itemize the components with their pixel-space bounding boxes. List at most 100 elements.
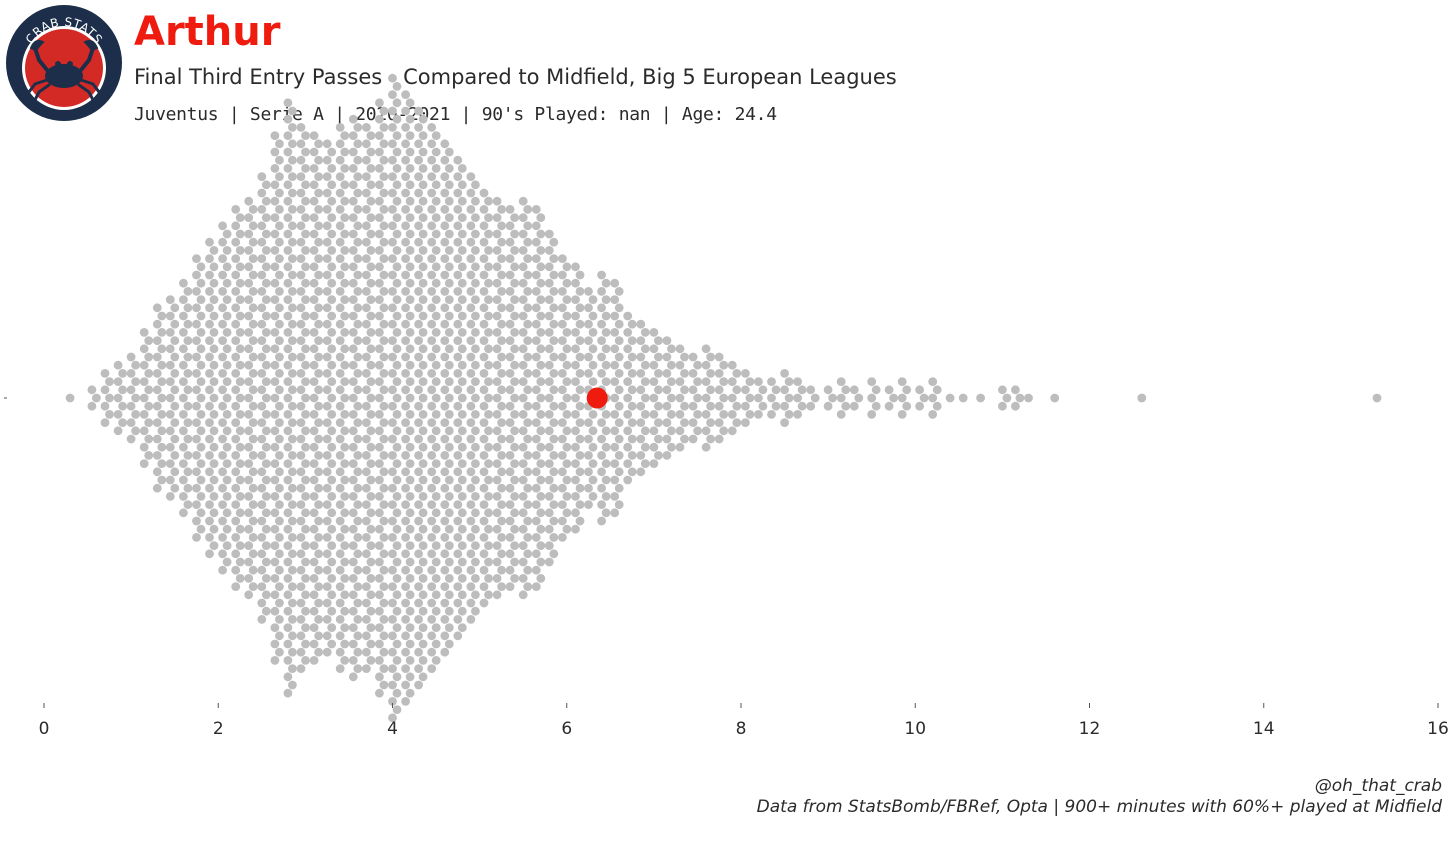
population-dot <box>444 606 454 616</box>
population-dot <box>523 451 533 460</box>
population-dot <box>414 303 423 313</box>
population-dot <box>510 442 519 452</box>
population-dot <box>575 270 585 280</box>
population-dot <box>544 459 554 468</box>
population-dot <box>588 295 598 304</box>
population-dot <box>314 401 323 411</box>
population-dot <box>453 254 463 263</box>
population-dot <box>492 524 502 534</box>
population-dot <box>706 401 715 411</box>
population-dot <box>353 664 363 673</box>
population-dot <box>457 475 467 485</box>
population-dot <box>379 287 389 296</box>
population-dot <box>375 524 384 534</box>
population-dot <box>257 500 267 509</box>
population-dot <box>353 352 363 362</box>
population-dot <box>531 549 541 559</box>
population-dot <box>401 221 410 231</box>
population-dot <box>444 574 454 583</box>
population-dot <box>405 442 415 452</box>
population-dot <box>523 319 533 329</box>
population-dot <box>558 352 567 362</box>
population-dot <box>348 262 358 272</box>
population-dot <box>405 114 415 124</box>
population-dot <box>209 328 219 337</box>
population-dot <box>196 262 206 272</box>
population-dot <box>353 270 363 280</box>
population-dot <box>571 508 580 518</box>
population-dot <box>414 369 423 378</box>
population-dot <box>405 131 415 141</box>
population-dot <box>531 565 541 575</box>
population-dot <box>275 303 284 313</box>
population-dot <box>505 319 515 329</box>
population-dot <box>205 401 214 411</box>
population-dot <box>466 237 476 247</box>
population-dot <box>192 451 201 460</box>
population-dot <box>431 131 441 141</box>
population-dot <box>518 508 528 518</box>
population-dot <box>322 172 332 182</box>
population-dot <box>457 590 467 600</box>
population-dot <box>902 385 912 395</box>
population-dot <box>301 426 310 436</box>
population-dot <box>597 451 606 460</box>
population-dot <box>314 647 323 657</box>
population-dot <box>388 615 397 624</box>
population-dot <box>544 344 554 354</box>
population-dot <box>484 426 493 436</box>
population-dot <box>309 590 319 600</box>
population-dot <box>510 278 519 288</box>
population-dot <box>440 549 450 559</box>
population-dot <box>327 459 337 468</box>
population-dot <box>392 147 402 157</box>
population-dot <box>288 303 297 313</box>
population-dot <box>244 360 254 370</box>
population-dot <box>662 451 672 460</box>
population-dot <box>257 205 267 214</box>
population-dot <box>453 401 463 411</box>
population-dot <box>418 360 428 370</box>
population-dot <box>431 606 441 616</box>
population-dot <box>335 270 345 280</box>
population-dot <box>518 590 528 600</box>
population-dot <box>544 360 554 370</box>
population-dot <box>353 369 363 378</box>
population-dot <box>401 254 410 263</box>
population-dot <box>588 442 598 452</box>
population-dot <box>157 393 167 403</box>
population-dot <box>427 467 437 477</box>
population-dot <box>457 442 467 452</box>
population-dot <box>314 500 323 509</box>
population-dot <box>335 582 345 591</box>
population-dot <box>275 483 284 493</box>
population-dot <box>675 360 685 370</box>
population-dot <box>314 237 323 247</box>
population-dot <box>340 180 350 190</box>
population-dot <box>457 623 467 632</box>
population-dot <box>327 475 337 485</box>
population-dot <box>327 213 337 223</box>
population-dot <box>392 410 402 419</box>
population-dot <box>218 254 228 263</box>
population-dot <box>531 205 541 214</box>
population-dot <box>205 549 214 559</box>
population-dot <box>558 533 567 542</box>
population-dot <box>335 451 345 460</box>
population-dot <box>270 492 280 501</box>
population-dot <box>392 180 402 190</box>
population-dot <box>601 278 611 288</box>
population-dot <box>283 672 293 682</box>
population-dot <box>388 401 397 411</box>
population-dot <box>222 459 232 468</box>
population-dot <box>375 688 384 698</box>
population-dot <box>457 246 467 255</box>
population-dot <box>327 147 337 157</box>
population-dot <box>414 451 423 460</box>
population-dot <box>418 590 428 600</box>
population-dot <box>314 319 323 329</box>
population-dot <box>531 483 541 493</box>
population-dot <box>741 369 750 378</box>
population-dot <box>471 524 480 534</box>
population-dot <box>322 205 332 214</box>
